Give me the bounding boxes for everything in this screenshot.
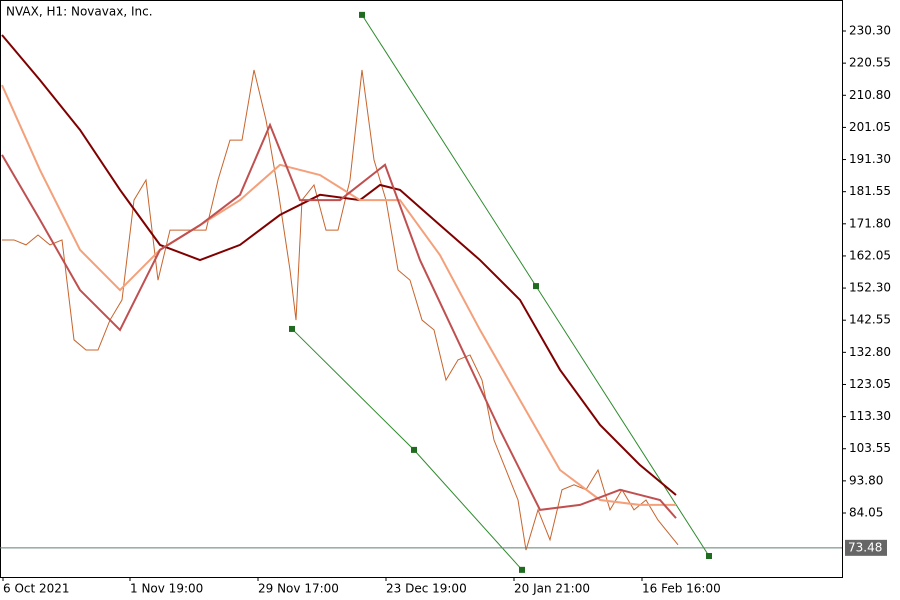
y-tick-label: 123.05 — [849, 377, 891, 391]
plot-frame — [0, 0, 843, 578]
y-tick-label: 162.05 — [849, 248, 891, 262]
y-tick-label: 93.80 — [849, 473, 883, 487]
trend-anchor — [519, 566, 525, 573]
y-tick-label: 201.05 — [849, 120, 891, 134]
x-tick-label: 1 Nov 19:00 — [130, 582, 203, 596]
x-tick-label: 29 Nov 17:00 — [258, 582, 339, 596]
trend-anchor — [289, 325, 295, 332]
y-tick-label: 181.55 — [849, 184, 891, 198]
trend-anchor — [359, 11, 365, 18]
current-price-box — [845, 539, 887, 556]
current-price-label: 73.48 — [848, 540, 882, 554]
moving-average — [1, 122, 677, 519]
moving-average — [1, 84, 676, 506]
price-line — [2, 69, 679, 551]
x-tick-label: 23 Dec 19:00 — [386, 582, 467, 596]
y-tick-label: 230.30 — [849, 24, 891, 38]
y-tick-label: 103.55 — [849, 441, 891, 455]
y-tick-label: 84.05 — [849, 505, 883, 519]
moving-average — [1, 34, 677, 496]
y-tick-label: 220.55 — [849, 56, 891, 70]
x-tick-label: 16 Feb 16:00 — [642, 582, 721, 596]
trend-anchor — [706, 553, 712, 560]
trend-line — [291, 328, 523, 571]
y-tick-label: 113.30 — [849, 409, 891, 423]
y-tick-label: 171.80 — [849, 216, 891, 230]
x-tick-label: 20 Jan 21:00 — [514, 582, 590, 596]
x-tick-label: 6 Oct 2021 — [3, 582, 70, 596]
chart-title: NVAX, H1: Novavax, Inc. — [6, 5, 153, 19]
y-tick-label: 191.30 — [849, 152, 891, 166]
trend-anchor — [411, 446, 417, 453]
trend-anchor — [533, 283, 539, 290]
y-tick-label: 152.30 — [849, 281, 891, 295]
y-tick-label: 132.80 — [849, 345, 891, 359]
y-tick-label: 142.55 — [849, 313, 891, 327]
y-tick-label: 210.80 — [849, 88, 891, 102]
